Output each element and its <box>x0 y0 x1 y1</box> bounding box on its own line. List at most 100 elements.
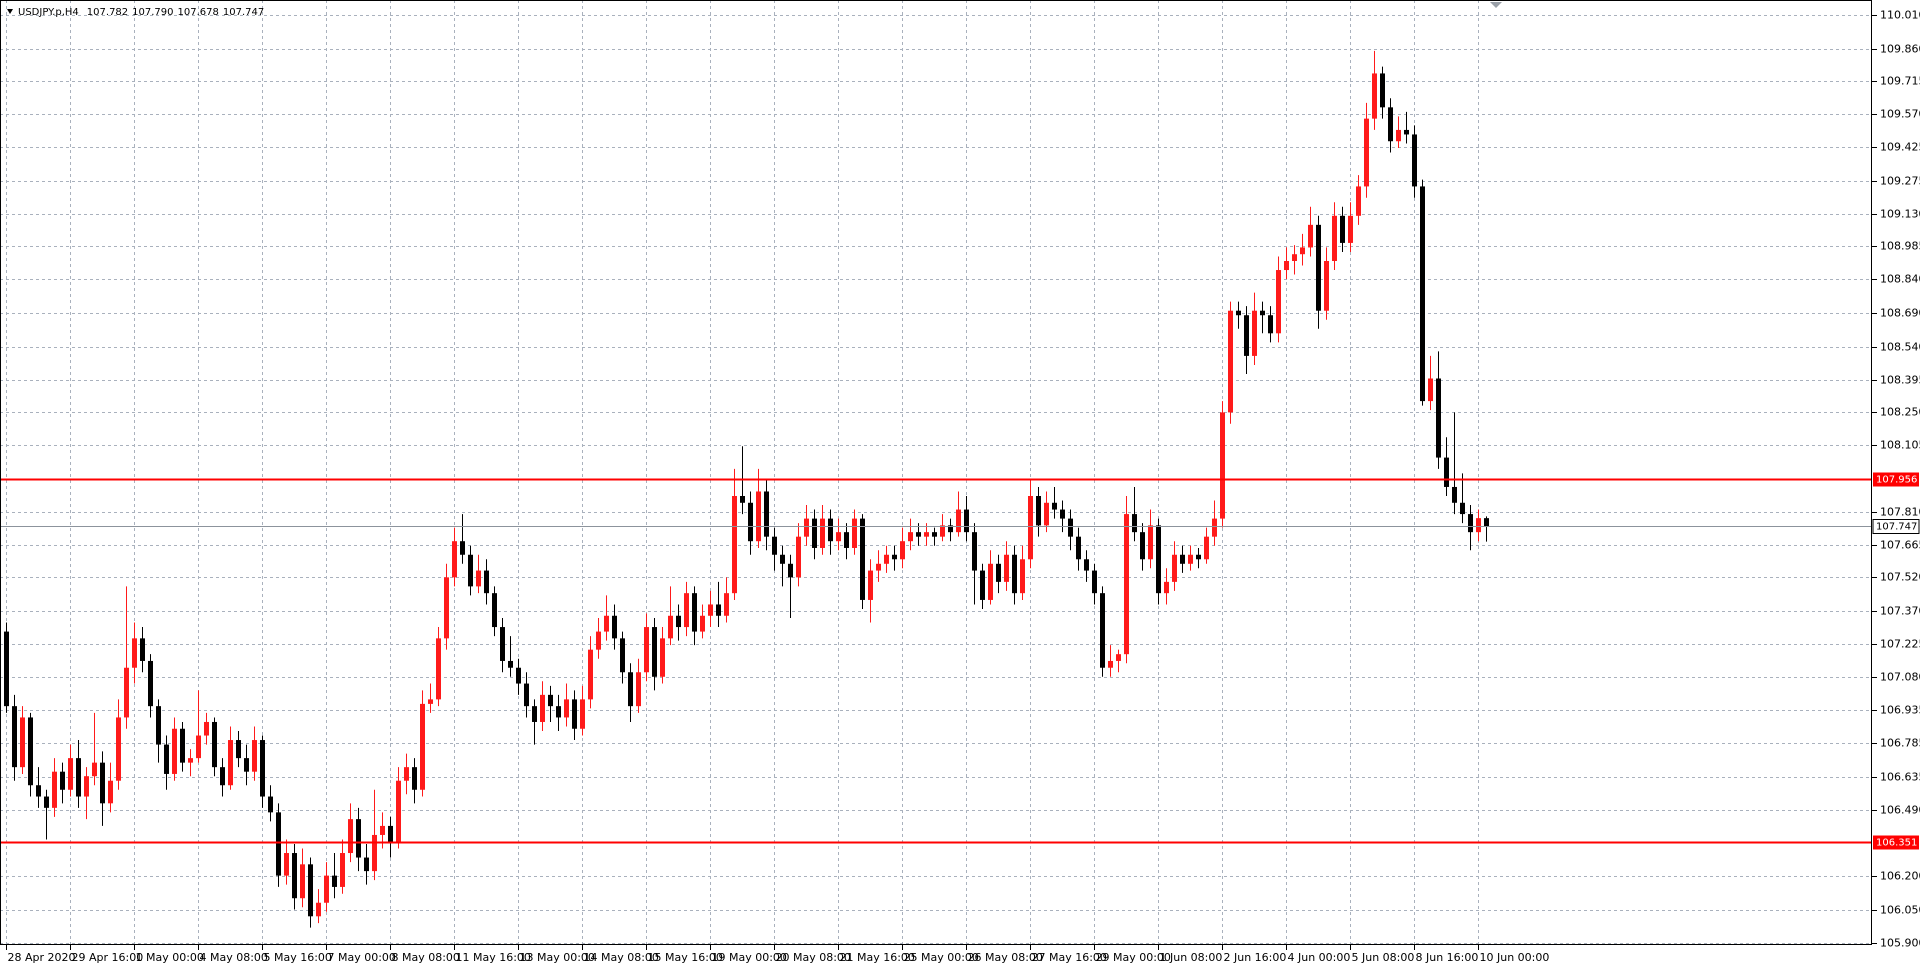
candle-body <box>908 532 913 542</box>
candle-body <box>756 491 761 542</box>
candle-body <box>1348 215 1353 243</box>
candle-body <box>1340 215 1345 243</box>
candle-body <box>340 853 345 887</box>
y-tick-label: 106.635 <box>1880 771 1920 784</box>
candle-body <box>1068 518 1073 537</box>
candle-body <box>132 638 137 668</box>
candle-body <box>956 509 961 533</box>
candle-body <box>612 615 617 639</box>
candle-body <box>532 706 537 722</box>
candle-body <box>588 649 593 700</box>
candle-body <box>332 875 337 887</box>
x-tick-label: 15 May 16:00 <box>648 951 723 964</box>
candle-body <box>476 570 481 587</box>
x-tick-label: 13 May 00:00 <box>520 951 595 964</box>
candle-body <box>772 536 777 555</box>
candle-body <box>436 638 441 700</box>
candle-body <box>452 541 457 578</box>
candle-body <box>884 554 889 564</box>
candle-body <box>1412 134 1417 187</box>
level-label: 107.956 <box>1876 475 1917 486</box>
y-tick-label: 109.425 <box>1880 141 1920 154</box>
candle-body <box>324 875 329 903</box>
candle-body <box>1076 536 1081 560</box>
candle-body <box>828 518 833 542</box>
candle-body <box>172 728 177 774</box>
candle-body <box>84 776 89 797</box>
candle-body <box>916 532 921 537</box>
candle-body <box>1308 224 1313 248</box>
candle-body <box>1228 310 1233 413</box>
candle-body <box>28 717 33 786</box>
y-tick-label: 108.540 <box>1880 341 1920 354</box>
candle-body <box>388 825 393 842</box>
header: USDJPY.p,H4 107.782 107.790 107.678 107.747 <box>18 7 264 18</box>
candle-body <box>676 615 681 628</box>
candle-body <box>868 570 873 600</box>
candle-body <box>356 819 361 858</box>
candle-body <box>1372 73 1377 119</box>
y-tick-label: 110.010 <box>1880 9 1920 22</box>
candle-body <box>876 563 881 571</box>
candle-body <box>1236 310 1241 316</box>
candle-body <box>140 638 145 661</box>
candle-body <box>1420 186 1425 402</box>
y-tick-label: 109.570 <box>1880 108 1920 121</box>
candle-body <box>1276 270 1281 334</box>
candle-body <box>708 604 713 616</box>
candle-body <box>652 627 657 677</box>
candle-body <box>180 728 185 763</box>
candle-body <box>844 532 849 548</box>
candle-body <box>252 740 257 772</box>
candle-body <box>564 699 569 718</box>
y-tick-label: 108.840 <box>1880 273 1920 286</box>
level-label: 106.351 <box>1876 838 1917 849</box>
candle-body <box>1268 315 1273 334</box>
y-tick-label: 109.130 <box>1880 208 1920 221</box>
x-tick-label: 7 May 00:00 <box>328 951 396 964</box>
candle-body <box>644 627 649 673</box>
candle-body <box>1324 260 1329 311</box>
candle-body <box>788 563 793 578</box>
candle-body <box>108 780 113 804</box>
candle-body <box>732 496 737 594</box>
candle-body <box>1284 260 1289 271</box>
candle-body <box>764 491 769 537</box>
y-tick-label: 107.520 <box>1880 571 1920 584</box>
x-tick-label: 19 May 00:00 <box>712 951 787 964</box>
candle-body <box>444 577 449 639</box>
candle-body <box>244 758 249 772</box>
candle-body <box>492 593 497 628</box>
y-tick-label: 106.200 <box>1880 870 1920 883</box>
y-tick-label: 109.860 <box>1880 43 1920 56</box>
candle-body <box>4 631 9 707</box>
candle-body <box>12 706 17 768</box>
x-tick-label: 20 May 08:00 <box>776 951 851 964</box>
candle-body <box>212 721 217 768</box>
candle-body <box>1468 514 1473 533</box>
candle-body <box>1004 554 1009 582</box>
candle-body <box>292 853 297 899</box>
candle-body <box>740 496 745 503</box>
candle-body <box>124 667 129 718</box>
candle-body <box>468 554 473 587</box>
candle-body <box>1084 559 1089 571</box>
candle-body <box>1476 518 1481 533</box>
candle-body <box>1124 514 1129 655</box>
x-tick-label: 1 Jun 08:00 <box>1160 951 1223 964</box>
candle-body <box>1436 378 1441 458</box>
candle-body <box>500 627 505 661</box>
candle-body <box>1212 518 1217 537</box>
candle-body <box>1404 129 1409 135</box>
y-tick-label: 107.080 <box>1880 671 1920 684</box>
candle-body <box>1028 496 1033 560</box>
candle-body <box>924 532 929 537</box>
x-tick-label: 28 Apr 2020 <box>8 951 76 964</box>
symbol: USDJPY.p,H4 <box>18 7 79 18</box>
candle-body <box>1244 315 1249 356</box>
y-tick-label: 108.250 <box>1880 406 1920 419</box>
candle-body <box>964 509 969 533</box>
candle-body <box>156 706 161 745</box>
